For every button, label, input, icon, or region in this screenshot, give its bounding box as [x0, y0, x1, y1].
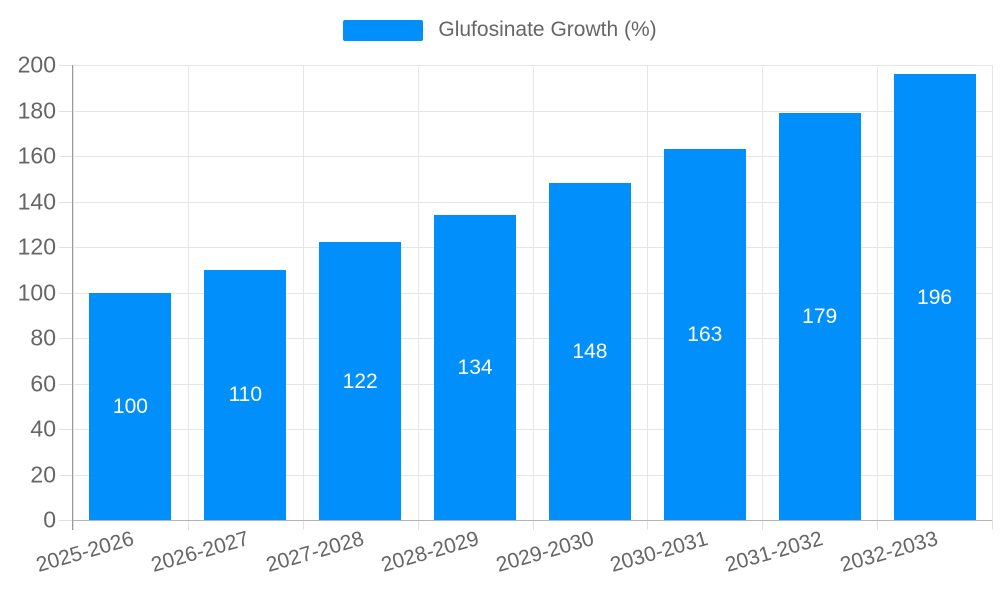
y-tick-mark: [59, 65, 73, 66]
y-axis-label: 20: [30, 461, 56, 487]
x-tick-mark: [647, 520, 649, 530]
y-axis-label: 200: [17, 51, 56, 78]
x-axis-label: 2025-2026: [33, 527, 137, 577]
y-axis-line: [72, 65, 73, 530]
x-axis-label: 2026-2027: [148, 527, 252, 577]
x-tick-mark: [532, 520, 534, 530]
x-axis-label: 2031-2032: [722, 527, 826, 577]
y-axis-label: 120: [17, 233, 56, 260]
v-gridline: [302, 65, 304, 520]
y-tick-mark: [59, 474, 73, 476]
y-tick-mark: [59, 383, 73, 385]
x-axis-line: [73, 520, 992, 521]
v-gridline: [762, 65, 764, 520]
plot-area: 100 110 122 134 148 163 179 196: [73, 65, 993, 520]
x-tick-mark: [417, 520, 419, 530]
y-tick-mark: [59, 520, 73, 521]
y-tick-mark: [59, 110, 73, 112]
v-gridline: [417, 65, 419, 520]
x-axis-label: 2029-2030: [493, 527, 597, 577]
bar-value-label: 110: [228, 383, 263, 407]
v-gridline: [647, 65, 649, 520]
y-axis-label: 80: [30, 324, 56, 351]
bar-value-label: 163: [687, 323, 723, 347]
y-axis-label: 60: [30, 370, 56, 396]
legend-swatch-icon: [343, 19, 424, 41]
y-tick-mark: [59, 201, 73, 203]
bar[interactable]: 196: [893, 74, 976, 520]
y-tick-mark: [59, 429, 73, 430]
y-tick-mark: [59, 338, 73, 339]
y-axis-label: 0: [43, 506, 56, 533]
x-tick-mark: [762, 520, 764, 530]
y-tick-mark: [59, 156, 73, 157]
bar[interactable]: 179: [778, 112, 861, 520]
v-gridline: [877, 65, 879, 520]
v-gridline: [187, 65, 189, 520]
y-axis-label: 160: [17, 142, 56, 169]
x-tick-mark: [302, 520, 304, 530]
bar-value-label: 148: [572, 340, 608, 364]
x-axis-label: 2032-2033: [837, 527, 941, 577]
x-tick-mark: [73, 520, 74, 530]
legend-label: Glufosinate Growth (%): [438, 18, 657, 41]
y-axis-label: 140: [17, 188, 56, 214]
bar-value-label: 134: [457, 356, 493, 380]
x-axis-label: 2030-2031: [607, 527, 711, 577]
bar-value-label: 196: [917, 285, 953, 309]
x-tick-mark: [992, 520, 993, 530]
y-axis-label: 40: [30, 415, 56, 442]
v-gridline: [992, 65, 993, 520]
x-axis-label: 2027-2028: [263, 527, 367, 577]
y-tick-mark: [59, 292, 73, 294]
legend[interactable]: Glufosinate Growth (%): [0, 18, 1000, 42]
bar-value-label: 122: [342, 369, 378, 393]
v-gridline: [532, 65, 534, 520]
bar-value-label: 179: [802, 304, 838, 328]
bar[interactable]: 134: [434, 215, 517, 520]
y-tick-mark: [59, 247, 73, 248]
bar[interactable]: 122: [319, 242, 402, 520]
bar-value-label: 100: [112, 394, 148, 418]
v-gridline: [73, 65, 74, 520]
y-axis-label: 100: [17, 279, 56, 305]
x-tick-mark: [187, 520, 189, 530]
bar[interactable]: 110: [204, 269, 287, 520]
x-axis-label: 2028-2029: [378, 527, 482, 577]
x-tick-mark: [877, 520, 879, 530]
bar[interactable]: 100: [89, 292, 172, 520]
bar[interactable]: 163: [663, 149, 746, 520]
bar[interactable]: 148: [548, 183, 631, 520]
y-axis-label: 180: [17, 97, 56, 123]
